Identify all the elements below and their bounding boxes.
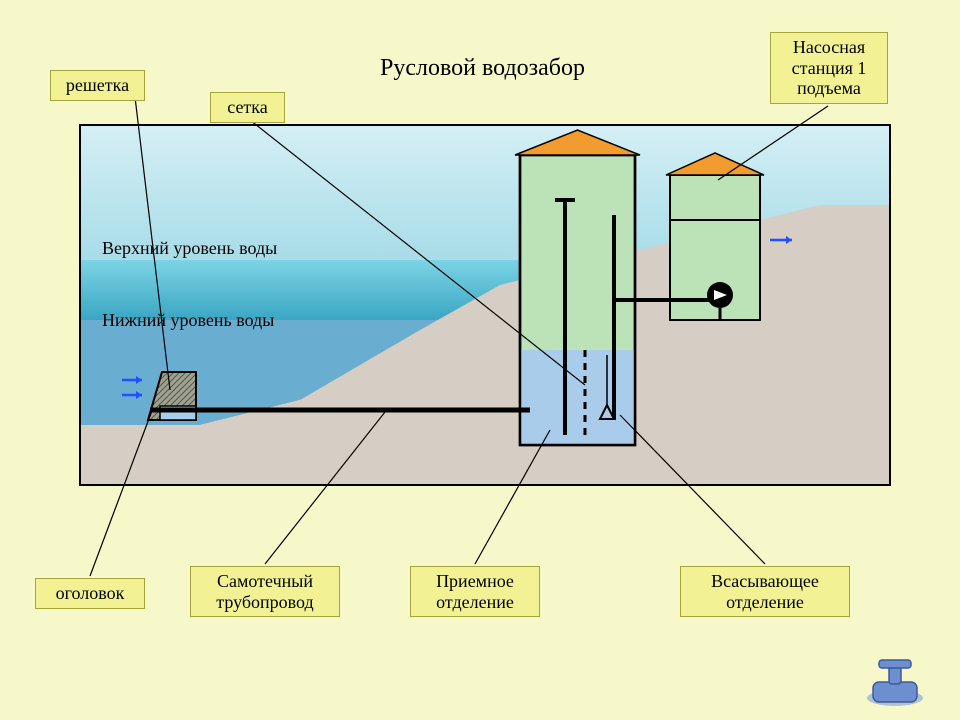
label-samotechny: Самотечныйтрубопровод xyxy=(190,566,340,617)
lower-water-level-label: Нижний уровень воды xyxy=(102,310,274,331)
upper-water-level-label: Верхний уровень воды xyxy=(102,238,277,259)
label-vsasyvayushchee: Всасывающееотделение xyxy=(680,566,850,617)
label-setka: сетка xyxy=(210,92,285,123)
label-nasosnaya: Насоснаястанция 1подъема xyxy=(770,32,888,104)
label-priemnoe: Приемноеотделение xyxy=(410,566,540,617)
label-ogolovok: оголовок xyxy=(35,578,145,609)
label-reshetka: решетка xyxy=(50,70,145,101)
